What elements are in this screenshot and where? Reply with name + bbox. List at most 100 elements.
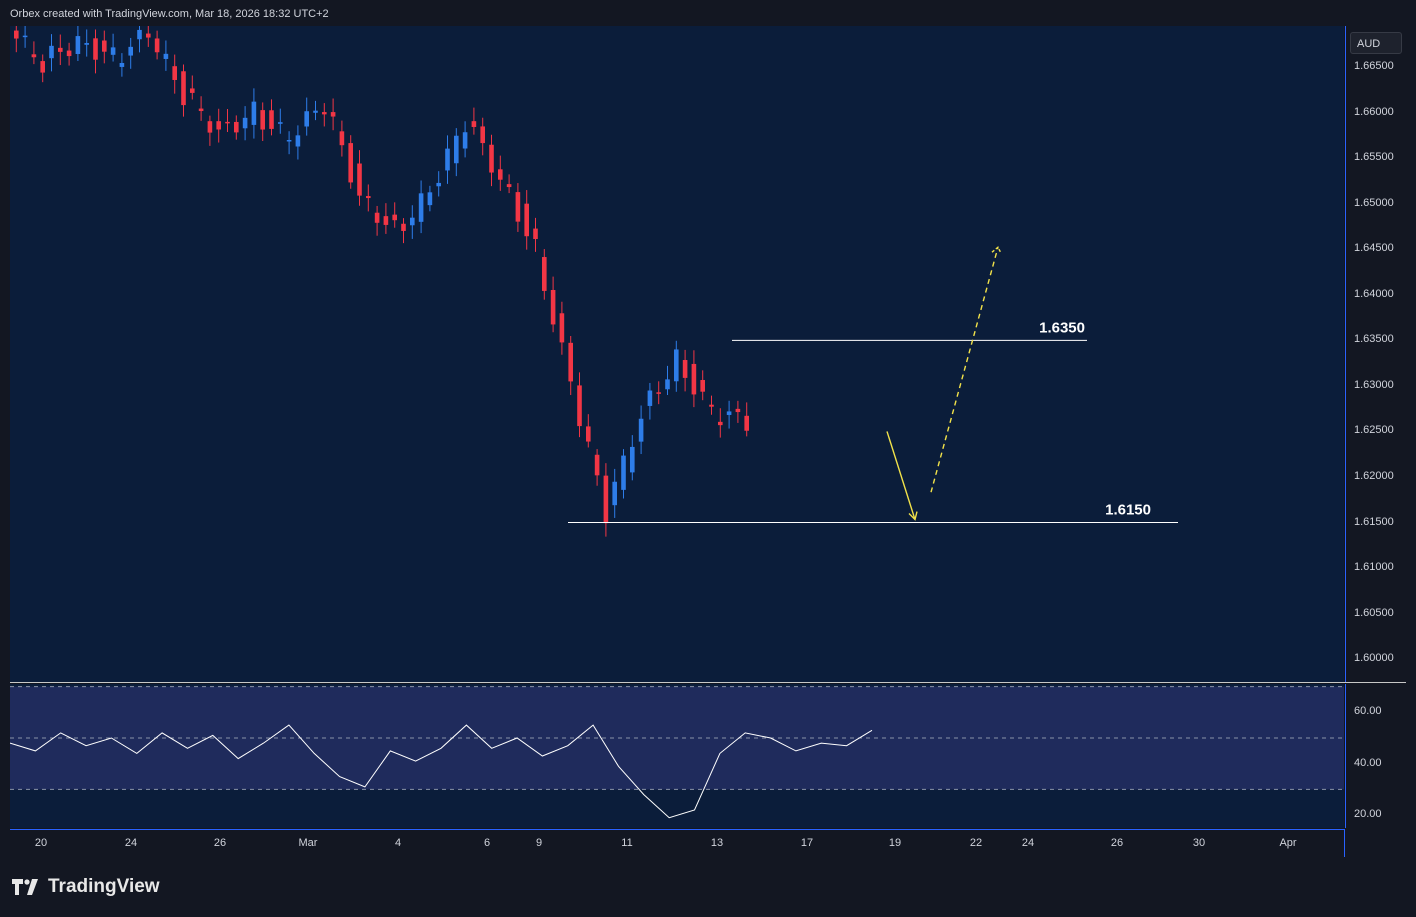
candle-body <box>31 54 37 58</box>
candle-body <box>93 38 98 60</box>
candle-body <box>682 360 688 378</box>
candle-body <box>445 148 450 171</box>
pane-divider[interactable] <box>10 682 1406 683</box>
price-tick-label: 1.61000 <box>1354 561 1394 574</box>
candle-body <box>489 144 494 173</box>
price-tick-label: 1.64000 <box>1354 287 1394 300</box>
candle-body <box>559 313 565 343</box>
candle-body <box>216 121 221 130</box>
candle-body <box>102 40 107 52</box>
candle-body <box>506 184 512 188</box>
projection-up-arrowhead <box>991 246 1002 254</box>
time-tick-label: 13 <box>710 837 724 849</box>
candle-body <box>40 61 45 73</box>
candle-body <box>339 131 345 146</box>
candle-body <box>410 217 415 226</box>
price-tick-label: 1.64500 <box>1354 242 1394 255</box>
candle-body <box>225 121 230 124</box>
candle-body <box>374 212 380 223</box>
time-axis[interactable]: 20 24 26 Mar 4 6 9 11 13 17 19 22 24 26 30 Apr <box>10 829 1345 857</box>
candle-body <box>586 426 591 442</box>
candle-body <box>198 108 204 112</box>
projection-down-arrow <box>886 431 916 520</box>
candle-body <box>75 36 81 54</box>
logo-text: TradingView <box>48 876 160 897</box>
candle-body <box>146 33 151 38</box>
rsi-axis[interactable]: 60.00 40.00 20.00 <box>1345 684 1407 828</box>
time-tick-label: 26 <box>1110 837 1124 849</box>
rsi-tick-label: 20.00 <box>1354 808 1382 821</box>
candle-body <box>119 62 125 67</box>
candle-body <box>471 121 477 127</box>
candle-body <box>454 135 459 164</box>
candle-body <box>190 88 195 93</box>
candle-body <box>594 454 600 476</box>
rsi-chart <box>10 686 1344 819</box>
time-tick-label: 6 <box>483 837 491 849</box>
tradingview-logo[interactable]: TradingView <box>12 876 160 898</box>
candle-body <box>14 30 19 39</box>
candle-body <box>251 101 257 125</box>
candle-body <box>427 192 433 206</box>
currency-badge[interactable]: AUD <box>1350 32 1402 54</box>
price-tick-label: 1.66000 <box>1354 105 1394 118</box>
candle-body <box>110 47 116 55</box>
candle-body <box>172 66 177 80</box>
candle-body <box>84 43 89 45</box>
candle-body <box>242 117 248 129</box>
candle-body <box>577 385 582 427</box>
time-tick-label: 26 <box>213 837 227 849</box>
candle-body <box>357 163 362 196</box>
candle-body <box>638 418 644 442</box>
candle-body <box>234 121 239 133</box>
candle-body <box>128 46 133 56</box>
candle-body <box>313 110 318 113</box>
price-tick-label: 1.60000 <box>1354 652 1394 665</box>
price-tick-label: 1.60500 <box>1354 606 1394 619</box>
price-axis[interactable]: 1.66500 1.66000 1.65500 1.65000 1.64500 1.640… <box>1345 26 1407 682</box>
time-tick-label: 24 <box>124 837 138 849</box>
candle-body <box>498 169 503 180</box>
candle-body <box>718 421 723 426</box>
price-pane[interactable]: 1.6350 1.6150 <box>10 26 1344 682</box>
candle-body <box>207 121 213 133</box>
price-tick-label: 1.66500 <box>1354 60 1394 72</box>
rsi-pane[interactable] <box>10 684 1344 828</box>
time-tick-label: 11 <box>621 837 633 849</box>
time-tick-label: Mar <box>298 837 318 849</box>
projection-up-arrow <box>930 247 999 493</box>
candle-body <box>480 126 485 144</box>
price-tick-label: 1.65500 <box>1354 151 1394 164</box>
candle-body <box>392 214 397 221</box>
rsi-tick-label: 60.00 <box>1354 705 1382 718</box>
candle-body <box>295 135 301 147</box>
candle-body <box>691 363 697 395</box>
price-tick-label: 1.62000 <box>1354 470 1394 482</box>
candle-body <box>49 45 54 59</box>
candle-body <box>656 392 661 394</box>
projection-down-arrowhead <box>908 511 918 521</box>
candle-body <box>181 71 186 106</box>
price-tick-label: 1.65000 <box>1354 196 1394 209</box>
time-tick-label: 19 <box>888 837 902 849</box>
candle-body <box>568 342 573 382</box>
rsi-tick-label: 40.00 <box>1354 756 1382 769</box>
time-tick-label: Apr <box>1279 837 1297 849</box>
candle-body <box>709 404 714 407</box>
price-tick-label: 1.63000 <box>1354 378 1394 391</box>
candle-body <box>304 111 309 127</box>
candlestick-chart: 1.6350 1.6150 <box>14 26 1178 537</box>
price-tick-label: 1.63500 <box>1354 333 1394 346</box>
time-tick-label: 24 <box>1021 837 1035 849</box>
candle-body <box>647 390 653 406</box>
candle-body <box>665 379 670 390</box>
tradingview-logo-icon <box>12 879 38 895</box>
candle-body <box>322 112 327 115</box>
time-tick-label: 17 <box>800 837 814 849</box>
candle-body <box>348 143 353 183</box>
candle-body <box>630 446 635 473</box>
candle-body <box>278 122 283 124</box>
candle-body <box>674 349 679 382</box>
candle-body <box>163 53 169 59</box>
chart-header: Orbex created with TradingView.com, Mar … <box>10 8 329 20</box>
